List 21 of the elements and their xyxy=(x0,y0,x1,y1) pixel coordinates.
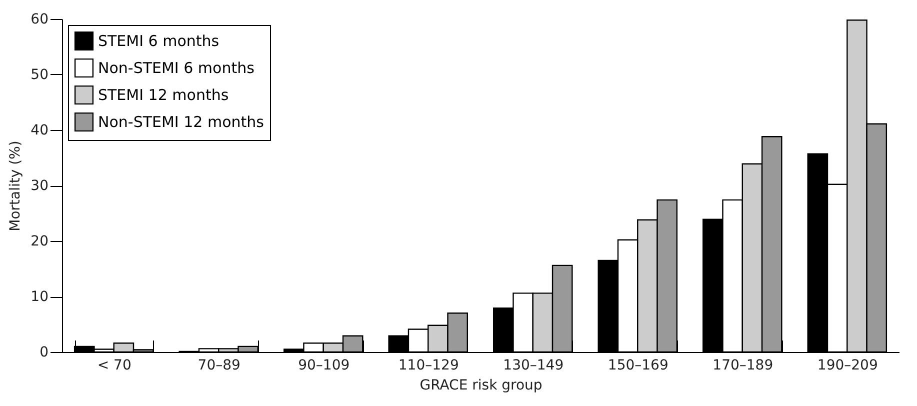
y-tick-label: 40 xyxy=(30,122,48,138)
y-tick-label: 10 xyxy=(30,289,48,305)
x-tick-label: 190–209 xyxy=(817,358,878,374)
y-tick-label: 20 xyxy=(30,234,48,250)
x-axis-title: GRACE risk group xyxy=(420,378,542,394)
x-tick-label: 130–149 xyxy=(503,358,564,374)
y-tick-label: 60 xyxy=(30,12,48,28)
x-tick-label: < 70 xyxy=(97,358,132,374)
y-tick-label: 0 xyxy=(40,344,48,360)
x-tick-label: 70–89 xyxy=(198,358,240,374)
y-axis-title: Mortality (%) xyxy=(8,140,24,232)
x-tick-label: 170–189 xyxy=(712,358,774,374)
legend-label: Non-STEMI 12 months xyxy=(98,113,264,131)
x-tick-label: 150–169 xyxy=(608,358,668,374)
y-tick-label: 30 xyxy=(30,178,48,194)
legend-label: Non-STEMI 6 months xyxy=(98,59,255,77)
y-tick-label: 50 xyxy=(30,67,48,83)
x-tick-label: 110–129 xyxy=(398,358,459,374)
legend-label: STEMI 6 months xyxy=(98,32,220,50)
legend-label: STEMI 12 months xyxy=(98,86,229,104)
x-tick-label: 90–109 xyxy=(298,358,350,374)
